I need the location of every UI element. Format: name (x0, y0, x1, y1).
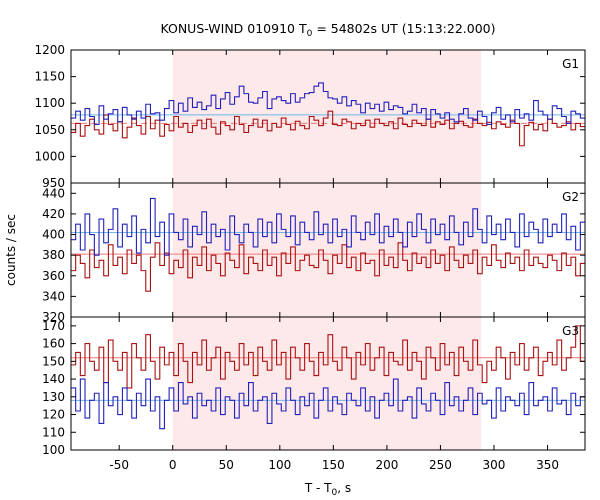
y-tick-label: 360 (42, 269, 65, 283)
x-tick-label: 200 (375, 458, 398, 472)
series-b-step-line (71, 325, 585, 389)
y-tick-label: 380 (42, 248, 65, 262)
x-tick-label: 100 (268, 458, 291, 472)
y-tick-label: 100 (42, 443, 65, 457)
y-tick-label: 1000 (34, 149, 65, 163)
y-tick-label: 160 (42, 337, 65, 351)
y-tick-label: 440 (42, 186, 65, 200)
y-tick-label: 1100 (34, 96, 65, 110)
y-tick-label: 950 (42, 176, 65, 190)
panel-frame (70, 316, 586, 451)
y-tick-label: 140 (42, 372, 65, 386)
y-tick-label: 1150 (34, 70, 65, 84)
y-tick-label: 170 (42, 319, 65, 333)
x-tick-label: 50 (219, 458, 234, 472)
y-tick-label: 420 (42, 207, 65, 221)
labels-layer: 95010001050110011501200G1320340360380400… (34, 43, 579, 472)
highlight-band (172, 50, 482, 183)
x-tick-label: 0 (169, 458, 177, 472)
panel-label: G1 (562, 57, 579, 71)
series-b-step-line (71, 110, 585, 147)
y-axis-title: counts / sec (4, 214, 18, 286)
y-tick-label: 130 (42, 390, 65, 404)
series-a-step-line (71, 82, 585, 126)
x-tick-label: 150 (322, 458, 345, 472)
y-tick-label: 400 (42, 228, 65, 242)
y-tick-label: 1200 (34, 43, 65, 57)
y-tick-label: 150 (42, 354, 65, 368)
x-tick-label: -50 (109, 458, 129, 472)
frames-layer (70, 49, 586, 451)
highlight-layer (172, 50, 482, 450)
panel-label: G2 (562, 190, 579, 204)
chart-title: KONUS-WIND 010910 T0 = 54802s UT (15:13:… (160, 21, 495, 39)
y-tick-label: 340 (42, 289, 65, 303)
series-a-step-line (71, 378, 585, 430)
x-axis-title: T - T0, s (304, 481, 351, 498)
series-a-step-line (71, 197, 585, 256)
highlight-band (172, 317, 482, 450)
highlight-band (172, 183, 482, 317)
series-layer (71, 82, 585, 430)
y-tick-label: 120 (42, 408, 65, 422)
y-tick-label: 110 (42, 425, 65, 439)
series-b-step-line (71, 242, 585, 292)
x-tick-label: 350 (536, 458, 559, 472)
x-tick-label: 250 (429, 458, 452, 472)
panel-label: G3 (562, 324, 579, 338)
x-tick-label: 300 (483, 458, 506, 472)
y-tick-label: 1050 (34, 123, 65, 137)
y-tick-label: 320 (42, 310, 65, 324)
